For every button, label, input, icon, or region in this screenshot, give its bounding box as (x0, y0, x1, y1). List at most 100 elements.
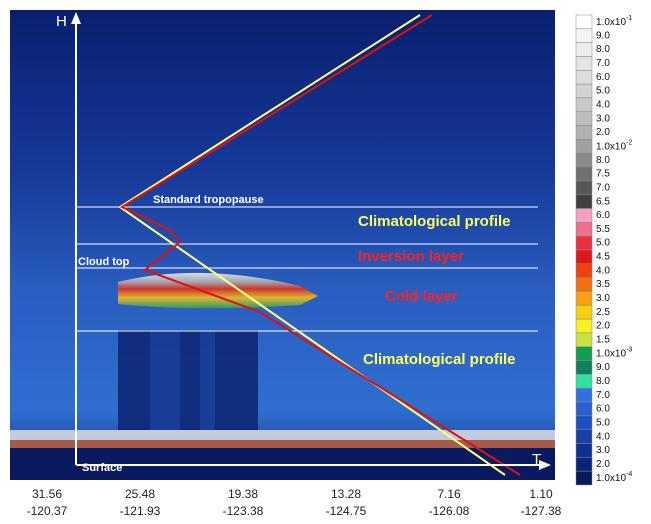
colorbar-swatch (575, 222, 593, 237)
colorbar-label: 6.5 (596, 196, 610, 207)
colorbar-label: 3.5 (596, 279, 610, 290)
x-tick-label: -120.37 (27, 504, 68, 518)
x-axis-label: T (532, 451, 541, 468)
colorbar-mantissa: 1.0x10 (596, 348, 626, 359)
colorbar-label: 2.5 (596, 307, 610, 318)
colorbar-label: 7.0 (596, 58, 610, 69)
colorbar-label: 8.0 (596, 44, 610, 55)
colorbar-label: 4.0 (596, 265, 610, 276)
colorbar-swatch (575, 97, 593, 113)
colorbar-swatch (575, 291, 593, 306)
x-tick-label: 1.10 (529, 487, 553, 501)
colorbar-swatch (575, 332, 593, 348)
x-tick-label: -126.08 (429, 504, 470, 518)
colorbar-label: 5.0 (596, 86, 610, 97)
colorbar-swatch (575, 429, 593, 444)
x-tick-label: -123.38 (223, 504, 264, 518)
annotation: Climatological profile (363, 351, 516, 368)
x-arrow (539, 460, 551, 470)
x-tick-label: -121.93 (120, 504, 161, 518)
colorbar-swatch (575, 263, 593, 278)
colorbar-swatch (575, 152, 593, 168)
colorbar-swatch (575, 28, 593, 43)
x-tick-label: 7.16 (437, 487, 461, 501)
colorbar-swatch (575, 56, 593, 71)
colorbar-label: 8.0 (596, 155, 610, 166)
colorbar-swatch (575, 415, 593, 430)
colorbar-swatch (575, 457, 593, 472)
colorbar-mantissa: 1.0x10 (596, 141, 626, 152)
colorbar-exponent: -2 (626, 139, 632, 146)
colorbar-swatch (575, 14, 593, 30)
y-axis-label: H (56, 13, 67, 30)
colorbar-label: 9.0 (596, 30, 610, 41)
colorbar-label: 9.0 (596, 362, 610, 373)
colorbar-label: 5.0 (596, 417, 610, 428)
colorbar-swatch (575, 111, 593, 126)
colorbar-swatch (575, 166, 593, 182)
colorbar-label: 3.0 (596, 113, 610, 124)
colorbar-label: 5.0 (596, 238, 610, 249)
colorbar-swatch (575, 139, 593, 154)
colorbar-label: 7.0 (596, 390, 610, 401)
x-tick-label: -124.75 (326, 504, 367, 518)
colorbar-label: 6.0 (596, 404, 610, 415)
colorbar-label: 6.0 (596, 210, 610, 221)
colorbar-swatch (575, 360, 593, 375)
colorbar-swatch (575, 387, 593, 403)
colorbar-swatch (575, 42, 593, 57)
colorbar-swatch (575, 194, 593, 209)
colorbar-label: 2.0 (596, 321, 610, 332)
colorbar-label: 3.0 (596, 293, 610, 304)
layer-lines (76, 206, 538, 332)
colorbar-mantissa: 1.0x10 (596, 17, 626, 28)
annotation: Surface (82, 462, 122, 474)
measured-line (119, 14, 521, 476)
colorbar-swatch (575, 70, 593, 85)
colorbar-swatch (575, 180, 593, 195)
colorbar-label: 1.5 (596, 334, 610, 345)
x-tick-label: 25.48 (125, 487, 155, 501)
lidar-image (10, 10, 555, 480)
colorbar-label: 6.0 (596, 72, 610, 83)
colorbar-label: 4.0 (596, 431, 610, 442)
colorbar-swatch (575, 235, 593, 251)
colorbar-label: 3.0 (596, 445, 610, 456)
colorbar-swatch (575, 318, 593, 334)
colorbar-swatch (575, 374, 593, 389)
colorbar-swatch (575, 305, 593, 320)
colorbar-label: 4.0 (596, 99, 610, 110)
x-tick-label: 19.38 (228, 487, 258, 501)
axes (75, 18, 545, 466)
colorbar-swatch (575, 83, 593, 99)
x-tick-label: -127.38 (521, 504, 562, 518)
colorbar-swatch (575, 277, 593, 292)
annotation: Climatological profile (358, 213, 511, 230)
x-tick-label: 31.56 (32, 487, 62, 501)
colorbar-exponent: -3 (626, 347, 632, 354)
annotation: Cloud top (78, 256, 130, 268)
colorbar-label: 1.0x10-4 (596, 471, 632, 484)
colorbar-swatch (575, 125, 593, 140)
colorbar-mantissa: 1.0x10 (596, 473, 626, 484)
annotation: Inversion layer (358, 248, 464, 265)
colorbar-swatch (575, 208, 593, 223)
annotation: Standard tropopause (153, 194, 264, 206)
colorbar-label: 4.5 (596, 252, 610, 263)
colorbar-label: 2.0 (596, 127, 610, 138)
colorbar-label: 1.0x10-1 (596, 15, 632, 28)
y-arrow (71, 12, 81, 24)
colorbar-swatch (575, 470, 593, 486)
colorbar-swatch (575, 249, 593, 265)
colorbar-label: 8.0 (596, 376, 610, 387)
colorbar-exponent: -1 (626, 15, 632, 22)
colorbar-label: 2.0 (596, 459, 610, 470)
colorbar-exponent: -4 (626, 471, 632, 478)
colorbar-label: 5.5 (596, 224, 610, 235)
x-tick-label: 13.28 (331, 487, 361, 501)
colorbar-label: 1.0x10-3 (596, 347, 632, 360)
colorbar-label: 7.0 (596, 182, 610, 193)
colorbar-swatch (575, 401, 593, 417)
